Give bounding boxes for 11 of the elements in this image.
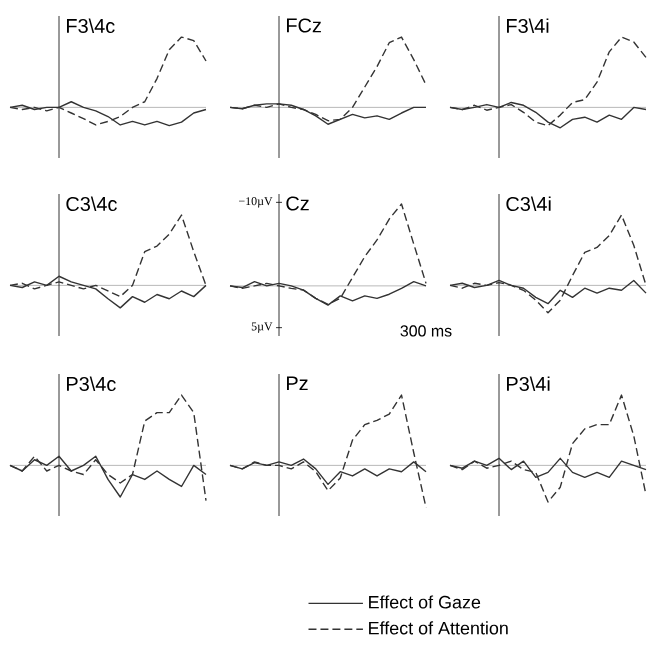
chart-title: F3\4c: [67, 18, 115, 34]
chart-title: P3\4i: [507, 376, 550, 392]
legend-label: Effect of Gaze: [369, 595, 481, 609]
legend-label: Effect of Attention: [369, 621, 508, 635]
chart-title: F3\4i: [507, 18, 549, 34]
chart-title: C3\4i: [506, 196, 551, 212]
chart-title: C3\4c: [66, 196, 117, 212]
chart-title: Cz: [286, 196, 309, 211]
chart-title: P3\4c: [67, 376, 116, 392]
chart-title: Pz: [287, 376, 308, 391]
chart-title: FCz: [287, 18, 321, 33]
